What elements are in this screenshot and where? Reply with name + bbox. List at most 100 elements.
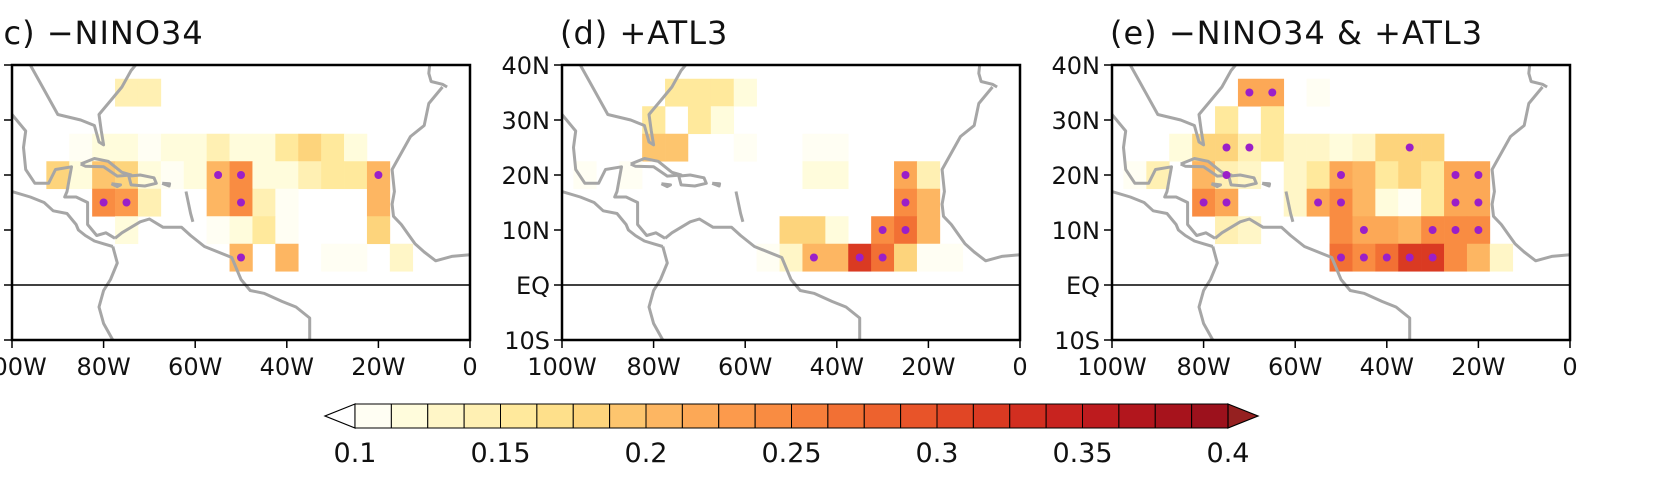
significance-dot xyxy=(901,171,910,179)
heatmap-cell xyxy=(183,161,207,190)
map-frame xyxy=(1110,63,1572,342)
heatmap-cell xyxy=(1329,216,1353,245)
heatmap-cell xyxy=(1444,243,1468,272)
coastline xyxy=(1197,246,1219,340)
heatmap-cell xyxy=(206,216,230,245)
heatmap-cell xyxy=(825,243,849,272)
x-tick-label: 20W xyxy=(1451,353,1505,381)
heatmap-cell xyxy=(275,133,299,162)
significance-dot xyxy=(809,253,818,262)
colorbar-bin xyxy=(718,403,756,429)
panel-title: (c) −NINO34 xyxy=(0,14,204,52)
map-frame xyxy=(10,63,472,342)
significance-dot xyxy=(1428,226,1437,234)
heatmap-cell xyxy=(366,216,391,245)
heatmap-cell xyxy=(252,216,276,245)
heatmap-cell xyxy=(1421,188,1445,217)
coastline xyxy=(1112,113,1216,240)
significance-dot xyxy=(237,171,245,179)
x-tick-label: 80W xyxy=(626,353,680,381)
y-tick-label: 20N xyxy=(502,162,551,190)
panel-title: (e) −NINO34 & +ATL3 xyxy=(1110,14,1484,52)
x-tick-label: 60W xyxy=(1268,353,1322,381)
colorbar-bin xyxy=(791,403,829,429)
heatmap-cell xyxy=(825,133,849,162)
heatmap-cell xyxy=(1352,161,1376,190)
heatmap-cell xyxy=(1260,133,1285,162)
map-area xyxy=(12,65,470,340)
colorbar-bin xyxy=(900,403,938,429)
colorbar-bin xyxy=(463,403,501,429)
heatmap-cell xyxy=(687,78,712,107)
heatmap-cell xyxy=(275,188,299,217)
colorbar-bin xyxy=(1009,403,1047,429)
heatmap-cell xyxy=(92,161,116,190)
significance-dot xyxy=(99,198,108,207)
map-panel-e: 100W 80W 60W 40W 20W 0 40N 30N 20N 10N EQ 10S xyxy=(1052,52,1578,381)
colorbar-bin xyxy=(500,403,538,429)
x-tick-label: 60W xyxy=(168,353,222,381)
heatmap-cell xyxy=(115,78,139,107)
colorbar-bin xyxy=(1045,403,1083,429)
colorbar-bin xyxy=(754,403,792,429)
colorbar-bin xyxy=(681,403,720,429)
heatmap-cell xyxy=(916,188,941,217)
significance-dot xyxy=(1222,171,1231,179)
coastline xyxy=(977,65,998,89)
significance-dot xyxy=(878,253,887,262)
y-tick-label: 20N xyxy=(1052,162,1101,190)
significance-dot xyxy=(1337,198,1345,207)
y-tick-label: 10N xyxy=(502,217,551,245)
significance-dot xyxy=(1245,143,1254,152)
heatmap-cell xyxy=(321,133,345,162)
heatmap-cell xyxy=(916,243,941,272)
heatmap-cell xyxy=(298,133,322,162)
heatmap-cell xyxy=(275,216,299,245)
x-tick-label: 0 xyxy=(462,353,477,381)
coastline xyxy=(390,86,470,263)
heatmap-cell xyxy=(321,243,345,272)
colorbar-bin xyxy=(645,403,683,429)
colorbar-tick-label: 0.15 xyxy=(470,438,530,469)
heatmap-cell xyxy=(1489,243,1514,272)
heatmap-cell xyxy=(939,243,964,272)
heatmap-cell xyxy=(642,106,666,135)
y-tick-label: 10S xyxy=(1054,327,1100,355)
coastline xyxy=(97,246,119,340)
significance-dot xyxy=(214,171,223,179)
coastline xyxy=(12,113,116,240)
coastline xyxy=(647,246,669,340)
colorbar-bin xyxy=(427,403,465,429)
significance-dot xyxy=(1222,198,1231,207)
x-tick-label: 100W xyxy=(527,353,597,381)
coastline xyxy=(184,191,195,223)
heatmap-cell xyxy=(779,216,803,245)
colorbar-bin xyxy=(1191,403,1229,429)
colorbar-tick-label: 0.35 xyxy=(1052,438,1112,469)
significance-dot xyxy=(237,253,245,262)
panel-d: (d) +ATL3 100W 80W 60W 40W 20W 0 40N 30N 20N 10N E… xyxy=(490,0,1050,395)
y-tick-label: 40N xyxy=(502,52,551,80)
x-tick-label: 80W xyxy=(1176,353,1230,381)
heatmap-cell xyxy=(1283,161,1307,190)
significance-dot xyxy=(1199,198,1208,207)
heatmap-cell xyxy=(69,133,93,162)
significance-dot xyxy=(1337,253,1345,262)
colorbar-bin xyxy=(1082,403,1120,429)
y-tick-label: EQ xyxy=(516,272,550,300)
colorbar-bin xyxy=(1154,403,1193,429)
colorbar-tick-label: 0.25 xyxy=(761,438,821,469)
heatmap-cell xyxy=(1421,161,1445,190)
colorbar-bin xyxy=(609,403,647,429)
significance-dot xyxy=(878,226,887,234)
heatmap-cell xyxy=(1375,188,1399,217)
heatmap-cell xyxy=(344,243,368,272)
map-frame xyxy=(560,63,1022,342)
heatmap-cell xyxy=(252,188,276,217)
heatmap-cell xyxy=(344,161,368,190)
heatmap-cell xyxy=(916,216,941,245)
colorbar-over-triangle xyxy=(1227,403,1260,429)
coastline xyxy=(660,182,672,189)
heatmap-cell xyxy=(1352,133,1376,162)
